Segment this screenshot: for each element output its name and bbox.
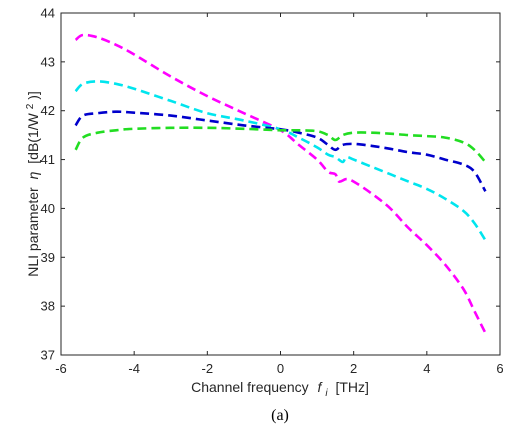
y-axis-ticks: 37 38 39 40 41 42 43 44 — [41, 6, 500, 363]
series-line-4 — [74, 126, 487, 163]
x-axis-label: Channel frequency f i [THz] — [191, 379, 369, 399]
x-tick-label: 0 — [277, 361, 284, 376]
y-tick-label: 37 — [41, 348, 55, 363]
series-layer — [74, 33, 487, 334]
y-tick-label: 43 — [41, 54, 55, 69]
x-tick-label: -4 — [128, 361, 140, 376]
x-tick-label: -6 — [55, 361, 67, 376]
figure-caption: (a) — [271, 407, 289, 424]
x-tick-label: 6 — [496, 361, 503, 376]
y-tick-label: 42 — [41, 103, 55, 118]
x-tick-label: 4 — [423, 361, 430, 376]
y-tick-label: 40 — [41, 201, 55, 216]
x-axis-label-unit: [THz] — [335, 379, 368, 395]
x-axis-label-text: Channel frequency — [191, 379, 309, 395]
x-axis-label-subscript: i — [325, 388, 328, 399]
x-axis-label-symbol: f — [318, 379, 324, 395]
y-axis-label-symbol: η — [25, 171, 41, 179]
x-axis-ticks: -6 -4 -2 0 2 4 6 — [55, 13, 504, 376]
y-axis-label: NLI parameter η [dB(1/W 2 )] — [20, 91, 41, 277]
y-tick-label: 38 — [41, 299, 55, 314]
plot-area — [60, 12, 501, 356]
y-axis-label-unit-prefix: [dB(1/W — [25, 112, 41, 163]
y-tick-label: 39 — [41, 250, 55, 265]
series-line-1 — [74, 33, 487, 334]
y-tick-label: 41 — [41, 152, 55, 167]
series-line-2 — [74, 80, 487, 241]
y-axis-label-unit-sup: 2 — [25, 103, 36, 109]
y-tick-label: 44 — [41, 6, 55, 21]
x-tick-label: 2 — [350, 361, 357, 376]
series-line-3 — [74, 110, 487, 192]
y-axis-label-text: NLI parameter — [25, 187, 41, 277]
y-axis-label-unit-suffix: )] — [25, 91, 41, 100]
x-tick-label: -2 — [202, 361, 214, 376]
